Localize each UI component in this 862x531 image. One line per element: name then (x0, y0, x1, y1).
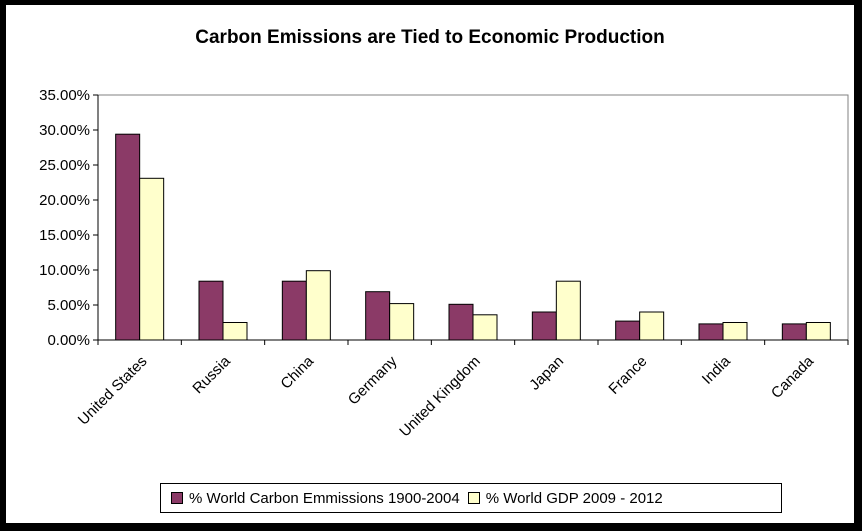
bar-gdp (139, 177, 165, 341)
x-tick-label: Japan (526, 353, 567, 394)
bar-carbon (531, 311, 557, 341)
bar-carbon (198, 280, 224, 341)
x-tick-label: China (277, 352, 317, 392)
bars (115, 133, 831, 341)
bar-gdp (472, 314, 498, 341)
bar-carbon (615, 320, 641, 341)
legend-swatch-gdp (467, 492, 480, 504)
legend: % World Carbon Emmissions 1900-2004 % Wo… (160, 483, 782, 513)
y-tick-label: 25.00% (39, 157, 90, 174)
bar-carbon (781, 323, 807, 341)
chart-title: Carbon Emissions are Tied to Economic Pr… (195, 27, 664, 48)
bar-gdp (639, 311, 665, 341)
x-tick-label: Canada (768, 352, 818, 402)
y-axis: 0.00% 5.00% 10.00% 15.00% 20.00% 25.00% 30.00%… (39, 87, 99, 349)
bar-carbon (698, 323, 724, 341)
bar-gdp (389, 303, 415, 341)
chart-frame: Carbon Emissions are Tied to Economic Pr… (6, 5, 854, 523)
legend-label-gdp: % World GDP 2009 - 2012 (485, 489, 663, 507)
legend-swatch-carbon (171, 492, 183, 504)
bar-gdp (805, 322, 831, 341)
bar-carbon (281, 280, 307, 341)
x-tick-label: Russia (189, 352, 234, 397)
bar-chart: Carbon Emissions are Tied to Economic Pr… (39, 27, 849, 440)
bar-carbon (448, 303, 474, 341)
bar-gdp (722, 322, 748, 341)
x-tick-label: Germany (345, 352, 401, 408)
legend-label-carbon: % World Carbon Emmissions 1900-2004 (189, 489, 460, 507)
x-tick-label: United States (75, 353, 151, 429)
x-tick-label: United Kingdom (396, 353, 483, 440)
x-tick-label: France (605, 353, 650, 398)
bar-gdp (555, 280, 581, 341)
legend-item-gdp: % World GDP 2009 - 2012 (467, 489, 663, 507)
y-tick-label: 15.00% (39, 227, 90, 244)
y-tick-label: 35.00% (39, 87, 90, 104)
y-tick-label: 5.00% (47, 297, 90, 314)
bar-carbon (365, 291, 391, 341)
bar-gdp (305, 270, 331, 341)
y-tick-label: 10.00% (39, 262, 90, 279)
y-tick-label: 30.00% (39, 122, 90, 139)
bar-carbon (115, 133, 141, 341)
y-tick-label: 20.00% (39, 192, 90, 209)
bar-gdp (222, 322, 248, 341)
y-tick-label: 0.00% (47, 332, 90, 349)
legend-item-carbon: % World Carbon Emmissions 1900-2004 (171, 490, 460, 507)
x-tick-label: India (699, 352, 734, 387)
